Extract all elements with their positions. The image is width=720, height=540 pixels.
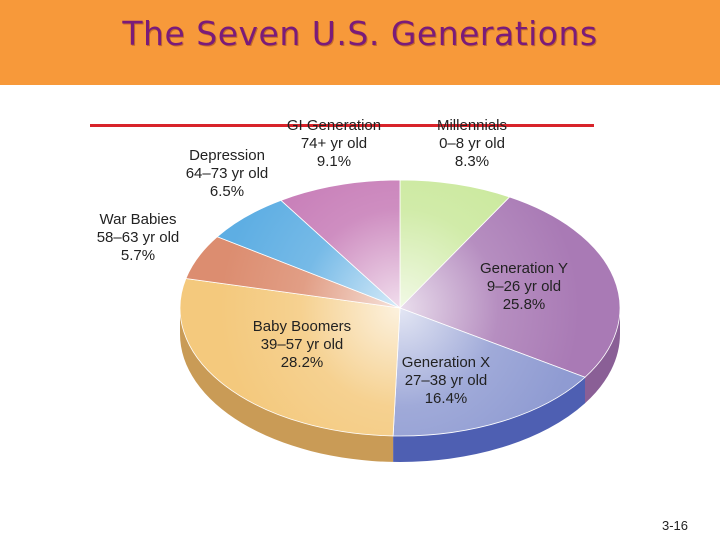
slice-label-generation-y: Generation Y 9–26 yr old 25.8% [480, 260, 568, 313]
slice-label-gi-generation: GI Generation 74+ yr old 9.1% [287, 117, 381, 170]
slice-label-generation-x: Generation X 27–38 yr old 16.4% [402, 354, 490, 407]
slide-number: 3-16 [661, 518, 688, 533]
divider-rule [90, 124, 594, 127]
slice-label-war-babies: War Babies 58–63 yr old 5.7% [97, 211, 180, 264]
title-bar [0, 0, 720, 85]
slice-label-millennials: Millennials 0–8 yr old 8.3% [437, 117, 507, 170]
pie-side-generation-x [393, 377, 586, 462]
slice-label-baby-boomers: Baby Boomers 39–57 yr old 28.2% [253, 318, 351, 371]
slice-label-depression: Depression 64–73 yr old 6.5% [186, 147, 269, 200]
slide-title: The Seven U.S. Generations [122, 14, 598, 53]
